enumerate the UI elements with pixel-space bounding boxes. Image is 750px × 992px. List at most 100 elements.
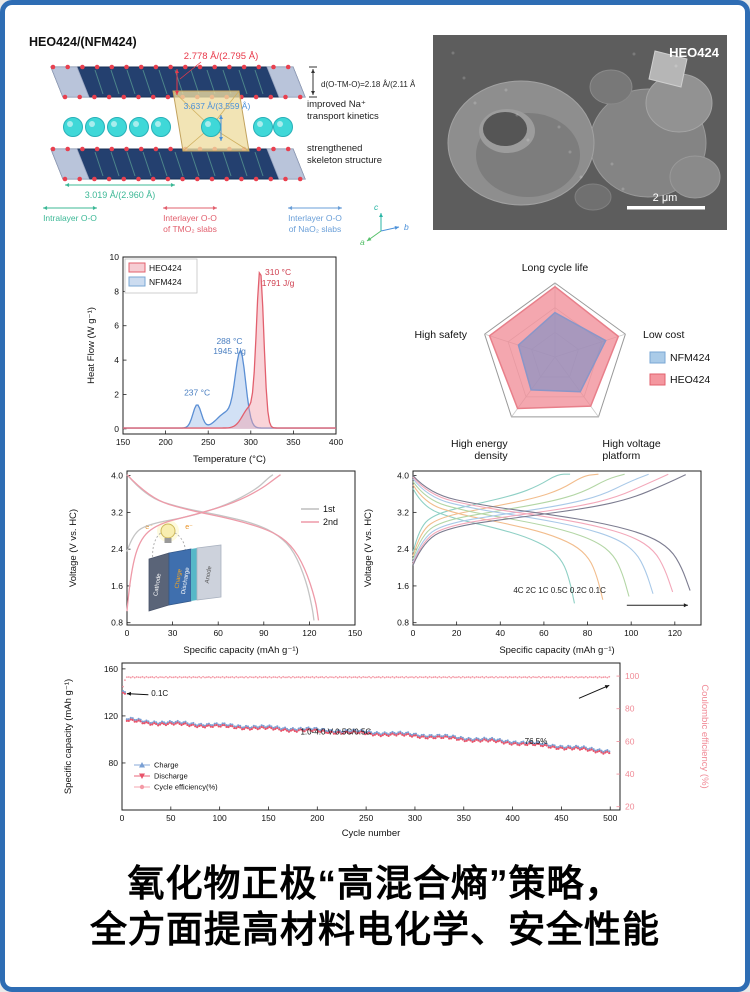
dsc-heat-flow-chart: 150 200 250 300 350 400 0 2 4 6 8 10 Temperature (°C… xyxy=(86,252,343,465)
svg-text:20: 20 xyxy=(452,628,462,638)
charge-discharge-profile-chart: 0 30 60 90 120 150 0.8 1.6 2.4 3.2 4.0 Specific cap… xyxy=(68,470,362,656)
svg-text:High energy: High energy xyxy=(451,438,508,450)
svg-text:0: 0 xyxy=(114,424,119,434)
svg-text:160: 160 xyxy=(104,664,118,674)
note-transport-line1: improved Na⁺ xyxy=(307,99,366,110)
svg-text:400: 400 xyxy=(505,813,519,823)
svg-text:Discharge: Discharge xyxy=(154,772,188,781)
svg-text:450: 450 xyxy=(554,813,568,823)
svg-text:0.8: 0.8 xyxy=(397,618,409,628)
svg-text:3.2: 3.2 xyxy=(397,507,409,517)
svg-text:250: 250 xyxy=(359,813,373,823)
svg-text:1.0-4.0 V 0.5C/0.5C: 1.0-4.0 V 0.5C/0.5C xyxy=(300,728,371,737)
svg-text:2.4: 2.4 xyxy=(397,544,409,554)
legend-interlayer-tmo2-line2: of TMO₂ slabs xyxy=(163,224,217,234)
svg-text:300: 300 xyxy=(408,813,422,823)
svg-text:Discharge: Discharge xyxy=(181,566,191,594)
legend-interlayer-nao2-line2: of NaO₂ slabs xyxy=(289,224,341,234)
svg-text:150: 150 xyxy=(348,628,362,638)
sem-image-panel: HEO424 2 μm xyxy=(433,35,727,230)
svg-text:4C 2C 1C 0.5C 0.2C 0.1C: 4C 2C 1C 0.5C 0.2C 0.1C xyxy=(513,586,606,595)
svg-text:20: 20 xyxy=(625,802,635,812)
svg-text:250: 250 xyxy=(201,437,215,447)
svg-text:10: 10 xyxy=(110,252,120,262)
axis-b-label: b xyxy=(404,222,409,232)
svg-text:NFM424: NFM424 xyxy=(670,352,710,364)
svg-text:150: 150 xyxy=(261,813,275,823)
svg-text:Voltage (V vs. HC): Voltage (V vs. HC) xyxy=(363,509,374,587)
svg-text:150: 150 xyxy=(116,437,130,447)
axis-c-label: c xyxy=(374,202,379,212)
legend-intralayer-oo: Intralayer O-O xyxy=(43,213,97,223)
svg-text:288 °C: 288 °C xyxy=(216,336,242,346)
svg-text:platform: platform xyxy=(602,450,640,462)
svg-text:Cathode: Cathode xyxy=(153,573,163,597)
note-skeleton-line1: strengthened xyxy=(307,143,362,154)
note-transport-line2: transport kinetics xyxy=(307,111,379,122)
svg-text:4.0: 4.0 xyxy=(397,471,409,481)
svg-text:Specific capacity (mAh g⁻¹): Specific capacity (mAh g⁻¹) xyxy=(63,679,74,794)
crystal-structure-art xyxy=(43,61,400,242)
svg-text:60: 60 xyxy=(213,628,223,638)
legend-interlayer-tmo2-line1: Interlayer O-O xyxy=(163,213,217,223)
svg-text:80: 80 xyxy=(109,758,119,768)
svg-text:90: 90 xyxy=(259,628,269,638)
svg-text:100: 100 xyxy=(213,813,227,823)
svg-text:HEO424: HEO424 xyxy=(670,374,710,386)
cycling-performance-chart: 0 50 100 150 200 250 300 350 400 450 500 80 120 160 Cy… xyxy=(63,662,710,839)
svg-text:350: 350 xyxy=(286,437,300,447)
svg-text:Long cycle life: Long cycle life xyxy=(522,262,589,274)
svg-text:76.5%: 76.5% xyxy=(525,737,548,746)
svg-text:400: 400 xyxy=(329,437,343,447)
performance-radar-chart: Long cycle life Low cost High voltageplatf… xyxy=(414,262,710,462)
svg-text:310 °C: 310 °C xyxy=(265,267,291,277)
caption: 氧化物正极“高混合熵”策略， 全方面提高材料电化学、安全性能 xyxy=(5,861,745,954)
svg-text:100: 100 xyxy=(624,628,638,638)
caption-line-2: 全方面提高材料电化学、安全性能 xyxy=(90,909,660,951)
svg-text:500: 500 xyxy=(603,813,617,823)
svg-text:3.2: 3.2 xyxy=(111,507,123,517)
svg-text:Cycle number: Cycle number xyxy=(342,828,401,839)
svg-text:High voltage: High voltage xyxy=(602,438,661,450)
svg-text:Anode: Anode xyxy=(205,565,214,584)
svg-text:1.6: 1.6 xyxy=(111,581,123,591)
svg-text:Heat Flow (W g⁻¹): Heat Flow (W g⁻¹) xyxy=(86,307,97,384)
note-skeleton-line2: skeleton structure xyxy=(307,155,382,166)
svg-text:0.8: 0.8 xyxy=(111,618,123,628)
svg-text:e⁻: e⁻ xyxy=(185,524,193,531)
caption-line-1: 氧化物正极“高混合熵”策略， xyxy=(127,863,623,904)
svg-text:30: 30 xyxy=(168,628,178,638)
svg-text:237 °C: 237 °C xyxy=(184,387,210,397)
svg-text:HEO424: HEO424 xyxy=(149,263,182,273)
svg-text:40: 40 xyxy=(625,769,635,779)
svg-text:1945 J/g: 1945 J/g xyxy=(213,346,246,356)
intralayer-distance-label: 3.019 Å/(2.960 Å) xyxy=(85,190,156,200)
svg-text:Charge: Charge xyxy=(175,568,184,589)
svg-text:0: 0 xyxy=(411,628,416,638)
sem-scale-bar xyxy=(627,206,705,210)
svg-text:300: 300 xyxy=(244,437,258,447)
svg-text:Voltage (V vs. HC): Voltage (V vs. HC) xyxy=(68,509,79,587)
svg-text:2.4: 2.4 xyxy=(111,544,123,554)
d-otmo-distance-label: d(O-TM-O)=2.18 Å/(2.11 Å) xyxy=(321,80,415,89)
svg-text:Charge: Charge xyxy=(154,761,179,770)
svg-text:6: 6 xyxy=(114,321,119,331)
svg-text:0.1C: 0.1C xyxy=(151,689,168,698)
svg-text:Cycle efficiency(%): Cycle efficiency(%) xyxy=(154,783,218,792)
svg-text:Coulombic efficiency (%): Coulombic efficiency (%) xyxy=(699,684,710,788)
svg-text:60: 60 xyxy=(625,736,635,746)
svg-text:80: 80 xyxy=(583,628,593,638)
svg-text:Temperature (°C): Temperature (°C) xyxy=(193,454,266,465)
svg-text:8: 8 xyxy=(114,286,119,296)
svg-text:Specific capacity (mAh g⁻¹): Specific capacity (mAh g⁻¹) xyxy=(499,645,614,656)
svg-text:120: 120 xyxy=(104,711,118,721)
svg-text:NFM424: NFM424 xyxy=(149,277,182,287)
sem-image: HEO424 2 μm xyxy=(433,35,727,230)
crystal-structure-panel: HEO424/(NFM424) 2.778 Å/(2.795 Å) d(O-TM… xyxy=(29,35,415,246)
svg-text:4.0: 4.0 xyxy=(111,471,123,481)
svg-text:200: 200 xyxy=(159,437,173,447)
svg-text:2: 2 xyxy=(114,389,119,399)
axis-a-label: a xyxy=(360,237,365,246)
svg-text:120: 120 xyxy=(302,628,316,638)
